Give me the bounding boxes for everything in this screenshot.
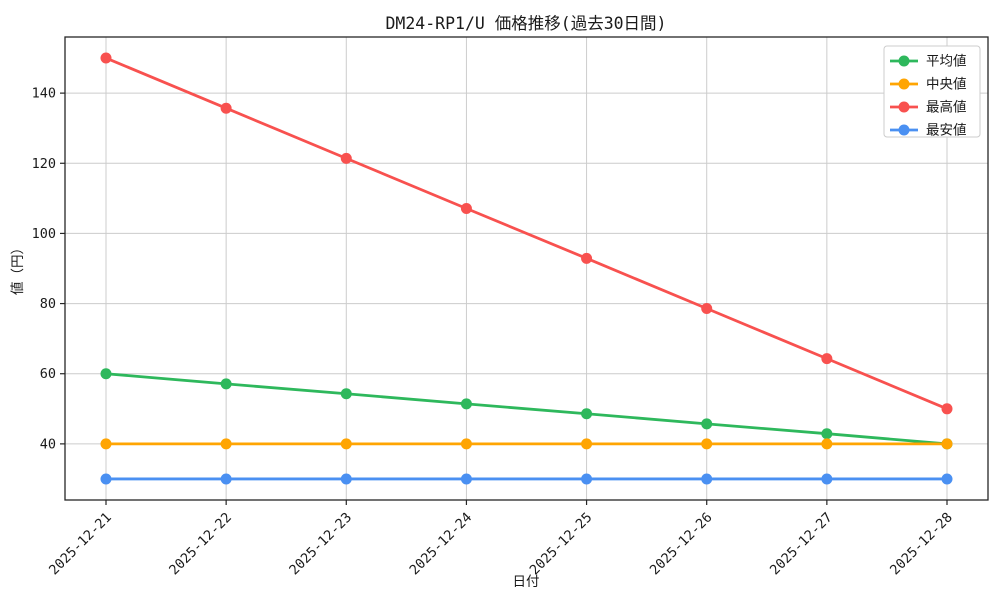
legend-label-min: 最安値 bbox=[926, 123, 967, 139]
chart-title: DM24-RP1/U 価格推移(過去30日間) bbox=[385, 14, 666, 33]
point-average-2025-12-23 bbox=[340, 388, 352, 400]
point-max-2025-12-27 bbox=[821, 353, 833, 365]
x-tick-label-2025-12-23: 2025-12-23 bbox=[286, 510, 355, 579]
x-tick-label-2025-12-26: 2025-12-26 bbox=[647, 510, 716, 579]
point-max-2025-12-22 bbox=[220, 102, 232, 114]
point-median-2025-12-28 bbox=[941, 438, 953, 450]
x-axis-label: 日付 bbox=[513, 574, 540, 590]
series-line-average bbox=[105, 372, 948, 446]
legend-item-min: 最安値 bbox=[890, 123, 967, 139]
point-max-2025-12-28 bbox=[941, 403, 953, 415]
y-tick-label-40: 40 bbox=[40, 436, 56, 452]
point-median-2025-12-25 bbox=[581, 438, 593, 450]
series-line-max bbox=[105, 56, 948, 411]
x-tick-label-2025-12-22: 2025-12-22 bbox=[166, 510, 235, 579]
x-tick-label-2025-12-24: 2025-12-24 bbox=[406, 510, 475, 579]
point-median-2025-12-26 bbox=[701, 438, 713, 450]
point-max-2025-12-24 bbox=[460, 203, 472, 215]
point-min-2025-12-26 bbox=[701, 473, 713, 485]
legend-box bbox=[883, 45, 981, 138]
y-tick-label-80: 80 bbox=[40, 296, 56, 312]
legend-label-median: 中央値 bbox=[926, 77, 967, 93]
series-layer bbox=[100, 52, 953, 485]
legend-marker-max bbox=[898, 101, 910, 113]
point-min-2025-12-23 bbox=[340, 473, 352, 485]
tick-layer: 40 60 80 100 120 140 2025-12-21 2025-12-22 2025-… bbox=[32, 86, 956, 579]
legend-item-max: 最高値 bbox=[890, 99, 967, 116]
legend-label-average: 平均値 bbox=[926, 54, 967, 70]
y-tick-label-60: 60 bbox=[40, 366, 56, 382]
point-min-2025-12-27 bbox=[821, 473, 833, 485]
legend-label-max: 最高値 bbox=[926, 99, 967, 116]
y-axis-label: 値（円） bbox=[10, 241, 26, 295]
plot-border bbox=[64, 36, 989, 501]
point-median-2025-12-23 bbox=[340, 438, 352, 450]
x-tick-label-2025-12-27: 2025-12-27 bbox=[767, 510, 836, 579]
legend-marker-average bbox=[898, 55, 910, 67]
point-max-2025-12-25 bbox=[581, 252, 593, 264]
point-min-2025-12-21 bbox=[100, 473, 112, 485]
point-average-2025-12-22 bbox=[220, 378, 232, 390]
point-average-2025-12-24 bbox=[460, 398, 472, 410]
x-tick-label-2025-12-25: 2025-12-25 bbox=[527, 510, 596, 579]
point-average-2025-12-26 bbox=[701, 418, 713, 430]
point-min-2025-12-25 bbox=[581, 473, 593, 485]
y-tick-label-140: 140 bbox=[32, 86, 56, 102]
point-min-2025-12-28 bbox=[941, 473, 953, 485]
point-max-2025-12-21 bbox=[100, 52, 112, 64]
point-median-2025-12-24 bbox=[460, 438, 472, 450]
point-average-2025-12-25 bbox=[581, 408, 593, 420]
point-max-2025-12-23 bbox=[340, 152, 352, 164]
point-median-2025-12-22 bbox=[220, 438, 232, 450]
legend-marker-median bbox=[898, 78, 910, 90]
point-min-2025-12-22 bbox=[220, 473, 232, 485]
point-median-2025-12-27 bbox=[821, 438, 833, 450]
point-average-2025-12-21 bbox=[100, 368, 112, 380]
y-tick-label-120: 120 bbox=[32, 156, 56, 172]
legend-item-average: 平均値 bbox=[890, 54, 967, 70]
point-median-2025-12-21 bbox=[100, 438, 112, 450]
y-tick-label-100: 100 bbox=[32, 226, 56, 242]
x-tick-label-2025-12-21: 2025-12-21 bbox=[46, 510, 115, 579]
point-min-2025-12-24 bbox=[460, 473, 472, 485]
grid-layer bbox=[65, 37, 988, 500]
legend-marker-min bbox=[898, 124, 910, 136]
point-max-2025-12-26 bbox=[701, 302, 713, 314]
legend-item-median: 中央値 bbox=[890, 77, 967, 93]
x-tick-label-2025-12-28: 2025-12-28 bbox=[887, 510, 956, 579]
point-average-2025-12-27 bbox=[821, 428, 833, 440]
